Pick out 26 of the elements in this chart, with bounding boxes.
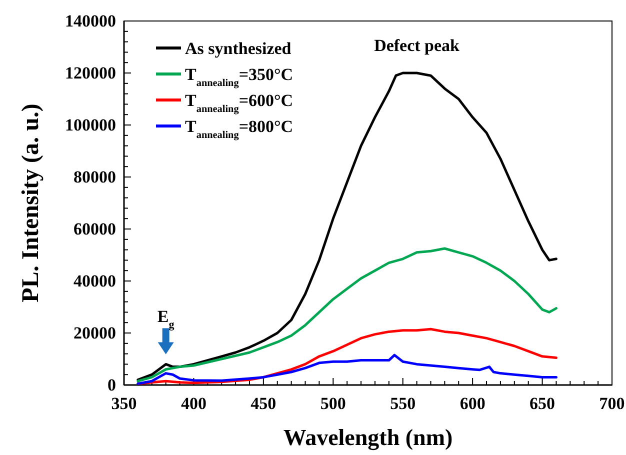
annotation: Defect peak	[374, 36, 460, 55]
x-axis-title: Wavelength (nm)	[283, 425, 453, 451]
x-tick-label: 350	[111, 394, 137, 414]
y-tick-label: 40000	[74, 271, 116, 290]
legend-label: T$_{annealing}$=350°C	[185, 65, 294, 88]
line-series	[136, 247, 558, 382]
legend-label: T$_{annealing}$=800°C	[185, 117, 294, 140]
x-tick-label: 550	[390, 394, 416, 414]
y-tick-label: 0	[108, 375, 116, 394]
x-tick-label: 600	[460, 394, 486, 414]
y-axis-title: PL. Intensity (a. u.)	[18, 104, 44, 302]
legend-label: As synthesized	[185, 39, 292, 58]
y-tick-label: 20000	[74, 323, 116, 342]
legend-label: T$_{annealing}$=600°C	[185, 91, 294, 114]
y-tick-label: 120000	[65, 63, 116, 82]
x-tick-label: 450	[250, 394, 276, 414]
y-tick-label: 100000	[65, 115, 116, 134]
x-tick-label: 500	[320, 394, 346, 414]
y-tick-label: 60000	[74, 219, 116, 238]
y-tick-label: 80000	[74, 167, 116, 186]
x-tick-label: 700	[599, 394, 625, 414]
x-tick-label: 650	[530, 394, 556, 414]
annotation: E$_{g}$	[157, 307, 175, 332]
x-tick-label: 400	[180, 394, 206, 414]
y-tick-label: 140000	[65, 11, 116, 30]
line-series	[136, 354, 558, 385]
